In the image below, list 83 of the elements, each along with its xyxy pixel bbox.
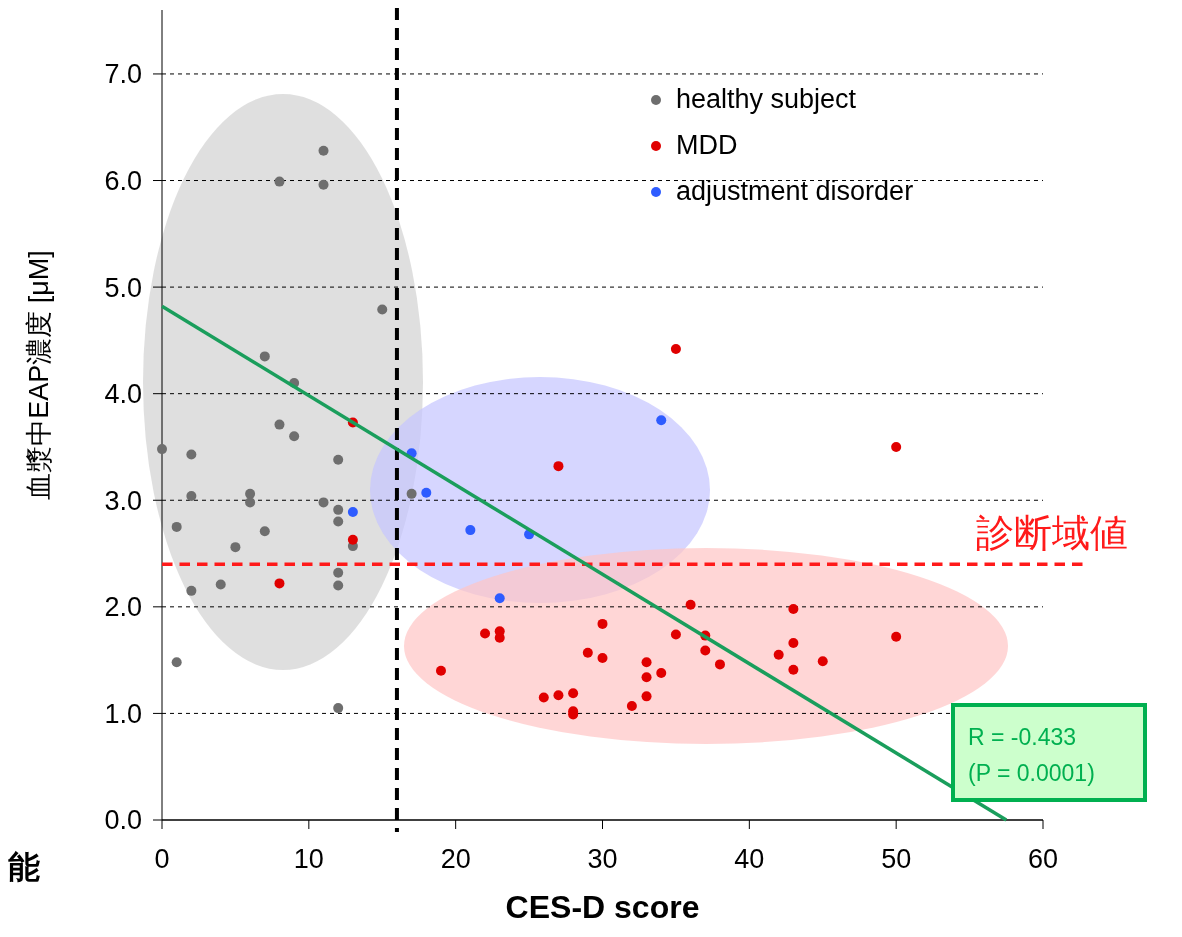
point bbox=[318, 497, 329, 508]
point bbox=[494, 593, 505, 604]
point bbox=[670, 629, 681, 640]
point bbox=[465, 525, 476, 536]
legend-label: healthy subject bbox=[676, 84, 857, 114]
point bbox=[480, 628, 491, 639]
point bbox=[538, 692, 549, 703]
y-tick-label: 2.0 bbox=[104, 592, 142, 623]
point bbox=[186, 491, 197, 501]
ref-line-label: 診断域値 bbox=[976, 512, 1128, 555]
point bbox=[274, 419, 285, 430]
y-tick-label: 0.0 bbox=[104, 805, 142, 836]
y-tick-label: 1.0 bbox=[104, 698, 142, 729]
point bbox=[347, 534, 358, 545]
point bbox=[788, 664, 799, 675]
y-tick-label: 5.0 bbox=[104, 272, 142, 303]
point bbox=[318, 145, 329, 156]
legend-label: MDD bbox=[676, 130, 738, 160]
point bbox=[406, 488, 417, 499]
point bbox=[553, 461, 564, 472]
point bbox=[289, 431, 300, 442]
point bbox=[891, 441, 902, 452]
point bbox=[656, 415, 667, 426]
point bbox=[333, 567, 344, 578]
point bbox=[435, 665, 446, 676]
point bbox=[891, 631, 902, 642]
legend-label: adjustment disorder bbox=[676, 176, 914, 206]
point bbox=[333, 504, 344, 515]
point bbox=[597, 653, 608, 663]
x-tick-label: 30 bbox=[587, 844, 618, 874]
point bbox=[597, 618, 608, 629]
point bbox=[553, 690, 564, 701]
point bbox=[700, 645, 711, 656]
point bbox=[817, 656, 828, 667]
x-tick-label: 20 bbox=[440, 844, 471, 874]
annotation: R = -0.433 bbox=[968, 724, 1077, 750]
y-axis-title: 血漿中EAP濃度 [μM] bbox=[24, 250, 54, 500]
point bbox=[186, 585, 197, 596]
point bbox=[333, 516, 344, 527]
point bbox=[333, 703, 344, 714]
point bbox=[157, 444, 167, 455]
point bbox=[685, 599, 696, 610]
x-tick-label: 0 bbox=[154, 844, 170, 874]
point bbox=[788, 603, 799, 614]
point bbox=[259, 351, 270, 362]
y-tick-label: 3.0 bbox=[104, 485, 142, 516]
point bbox=[318, 179, 329, 190]
point bbox=[670, 343, 681, 354]
y-tick-label: 7.0 bbox=[104, 59, 142, 90]
point bbox=[333, 454, 344, 465]
point bbox=[714, 659, 725, 670]
point bbox=[274, 578, 285, 589]
point bbox=[377, 304, 388, 315]
point bbox=[641, 672, 652, 683]
point bbox=[186, 449, 197, 460]
x-tick-label: 40 bbox=[734, 844, 765, 874]
point bbox=[333, 580, 344, 591]
point bbox=[347, 506, 358, 517]
y-tick-label: 4.0 bbox=[104, 379, 142, 410]
point bbox=[245, 488, 256, 499]
x-tick-label: 10 bbox=[293, 844, 324, 874]
point bbox=[641, 657, 652, 668]
text: 能 bbox=[8, 849, 40, 885]
point bbox=[274, 176, 285, 187]
point bbox=[582, 647, 593, 658]
point bbox=[421, 487, 432, 498]
point bbox=[245, 497, 256, 508]
point bbox=[230, 542, 241, 553]
point bbox=[171, 521, 182, 532]
point bbox=[568, 688, 579, 699]
x-tick-label: 50 bbox=[881, 844, 912, 874]
point bbox=[788, 638, 799, 649]
y-tick-label: 6.0 bbox=[104, 165, 142, 196]
point bbox=[773, 649, 784, 660]
point bbox=[626, 700, 637, 711]
point bbox=[171, 657, 182, 668]
x-axis-title: CES-D score bbox=[505, 889, 700, 925]
point bbox=[215, 579, 226, 590]
point bbox=[259, 526, 270, 537]
point bbox=[656, 667, 667, 678]
point bbox=[641, 691, 652, 702]
annotation: (P = 0.0001) bbox=[968, 760, 1095, 786]
x-tick-label: 60 bbox=[1027, 844, 1059, 874]
